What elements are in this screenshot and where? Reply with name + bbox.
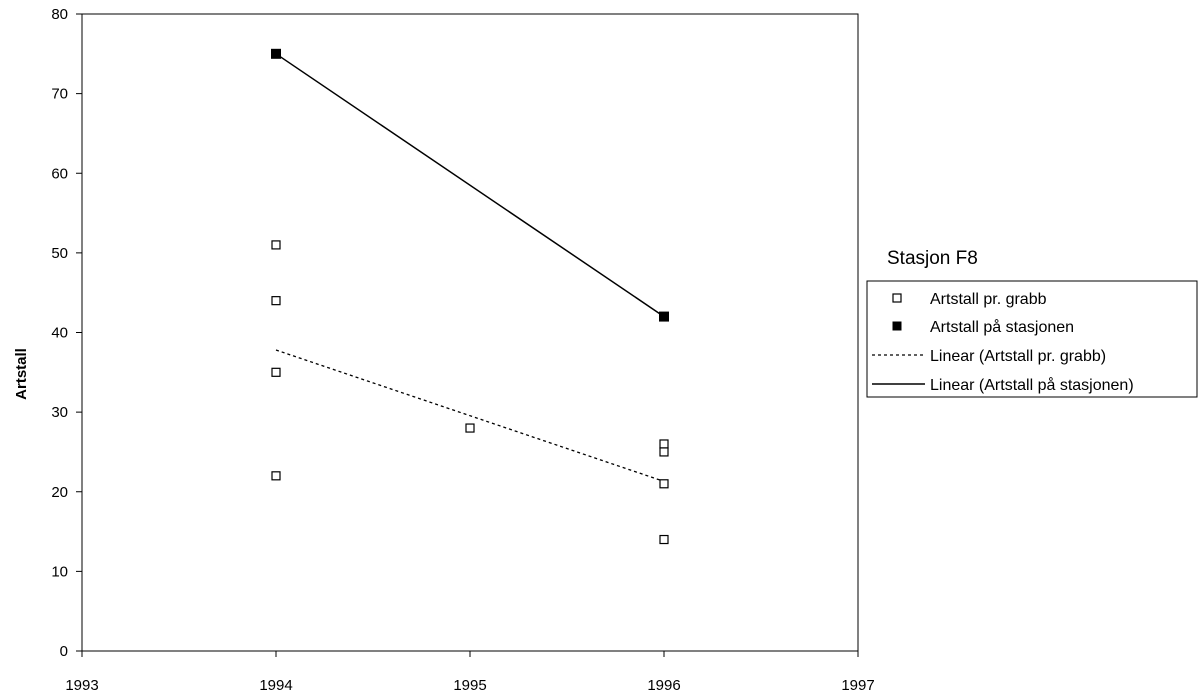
y-tick-label: 40 — [51, 325, 68, 342]
point-grabb — [659, 479, 669, 489]
point-stasjonen — [271, 48, 281, 59]
legend-title: Stasjon F8 — [887, 248, 978, 269]
legend-symbol-open-square — [892, 293, 902, 303]
y-tick-label: 50 — [51, 245, 68, 262]
point-grabb — [271, 296, 281, 306]
x-tick-label: 1996 — [647, 677, 680, 694]
y-tick-label: 0 — [60, 643, 68, 660]
point-grabb — [271, 471, 281, 481]
plot-frame — [81, 13, 859, 652]
legend: Stasjon F8 Artstall pr. grabb Artstall på… — [866, 248, 1198, 398]
point-grabb — [659, 447, 669, 457]
x-tick-label: 1995 — [453, 677, 486, 694]
x-axis: 1993 1994 1995 1996 1997 — [65, 651, 875, 694]
x-tick-label: 1993 — [65, 677, 98, 694]
legend-label: Artstall på stasjonen — [930, 318, 1074, 336]
y-tick-label: 80 — [51, 6, 68, 23]
legend-symbol-filled-square — [892, 321, 902, 331]
plot-area — [81, 13, 859, 652]
y-tick-label: 60 — [51, 165, 68, 182]
y-tick-label: 10 — [51, 563, 68, 580]
point-grabb — [659, 439, 669, 449]
y-tick-label: 30 — [51, 404, 68, 421]
legend-label: Artstall pr. grabb — [930, 291, 1047, 308]
legend-label: Linear (Artstall pr. grabb) — [930, 348, 1106, 365]
series-layer — [271, 48, 669, 545]
point-grabb — [465, 423, 475, 433]
point-grabb — [659, 534, 669, 545]
y-tick-label: 70 — [51, 86, 68, 103]
x-tick-label: 1997 — [841, 677, 874, 694]
legend-box — [866, 280, 1198, 398]
trendline-stasjonen — [275, 53, 665, 318]
point-grabb — [271, 240, 281, 250]
point-stasjonen — [659, 311, 669, 322]
x-tick-label: 1994 — [259, 677, 292, 694]
legend-label: Linear (Artstall på stasjonen) — [930, 376, 1134, 394]
y-axis-title: Artstall — [13, 348, 30, 400]
legend-items: Artstall pr. grabb Artstall på stasjonen L… — [872, 291, 1134, 394]
point-grabb — [271, 367, 281, 377]
trendline-grabb — [275, 349, 665, 483]
y-tick-label: 20 — [51, 484, 68, 501]
y-axis: 0 10 20 30 40 50 60 70 80 — [51, 6, 82, 660]
